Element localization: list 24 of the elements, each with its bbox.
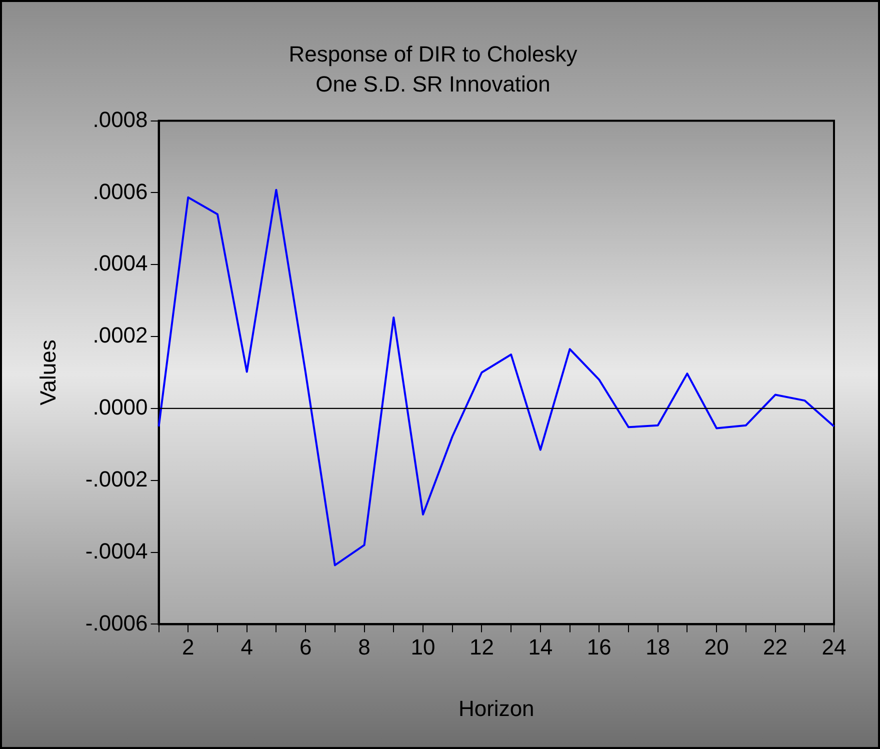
x-tick-label: 18 [646,634,670,660]
x-tick-label: 4 [240,634,253,660]
y-tick-label: -.0006 [85,610,148,636]
y-tick-label: -.0002 [85,466,148,492]
y-tick-label: -.0004 [85,538,148,564]
x-tick-label: 8 [358,634,370,660]
y-tick-label: .0000 [92,394,148,420]
y-tick-label: .0006 [92,178,148,204]
x-tick-label: 6 [299,634,312,660]
x-tick-label: 24 [822,634,846,660]
y-tick-label: .0002 [92,322,148,348]
x-tick-label: 16 [586,634,612,660]
y-tick-label: .0008 [92,106,148,132]
x-tick-label: 12 [469,634,494,660]
x-tick-label: 14 [528,634,553,660]
x-axis-title: Horizon [458,696,534,721]
chart-title: Response of DIR to Cholesky [288,41,578,66]
x-tick-label: 22 [763,634,788,660]
x-tick-label: 2 [182,634,194,660]
x-tick-label: 20 [704,634,729,660]
x-tick-label: 10 [410,634,436,660]
y-tick-label: .0004 [92,250,148,276]
chart-subtitle: One S.D. SR Innovation [316,72,550,97]
y-axis-title: Values [35,340,60,406]
